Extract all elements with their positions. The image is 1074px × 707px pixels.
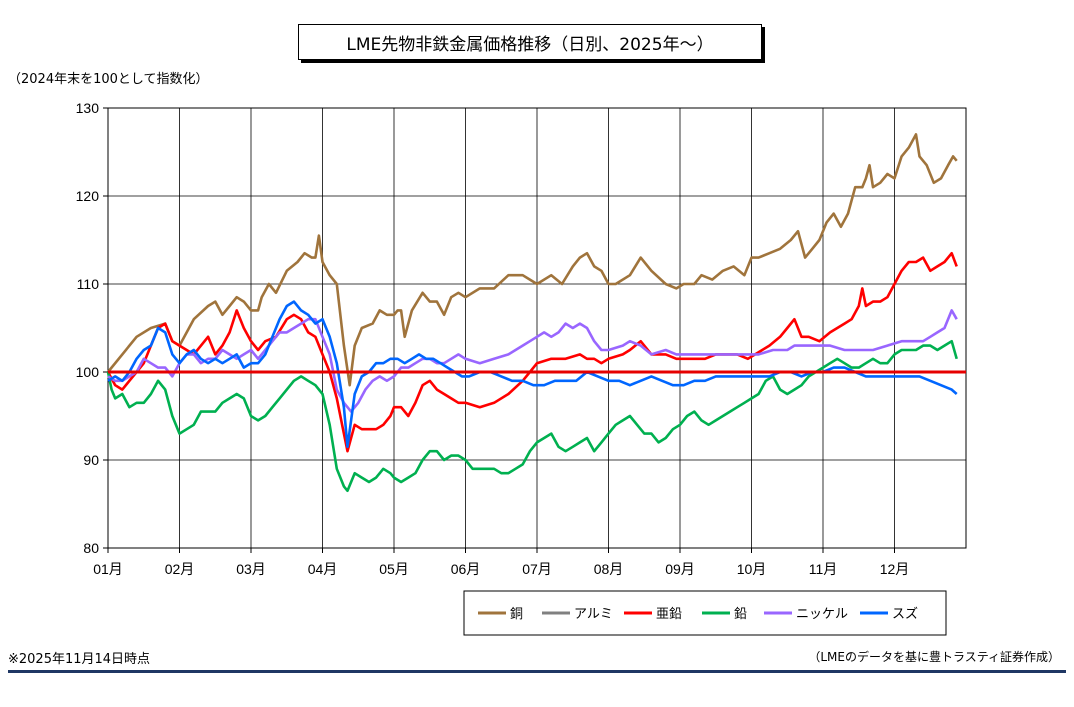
x-tick-label: 01月 <box>93 561 123 577</box>
x-tick-label: 08月 <box>594 561 624 577</box>
y-tick-labels: 80 90 100 110 120 130 <box>76 100 100 556</box>
legend-label: スズ <box>892 606 918 622</box>
x-tick-label: 06月 <box>451 561 481 577</box>
legend-label: 亜鉛 <box>656 607 682 622</box>
y-tick-label: 80 <box>83 540 99 556</box>
y-tick-label: 100 <box>76 364 100 380</box>
series-lines <box>106 133 958 493</box>
series-line-ニッケル <box>107 309 958 413</box>
series-line-鉛 <box>106 339 958 493</box>
x-tick-label: 02月 <box>165 561 195 577</box>
x-tick-label: 09月 <box>665 561 695 577</box>
x-tick-label: 04月 <box>308 561 338 577</box>
footnote-source: （LMEのデータを基に豊トラスティ証券作成） <box>808 650 1060 664</box>
x-tick-labels: 01月 02月 03月 04月 05月 06月 07月 08月 09月 10月 11月 12月 <box>93 561 909 577</box>
x-tick-label: 11月 <box>809 561 838 577</box>
x-tick-label: 03月 <box>236 561 266 577</box>
line-chart: 80 90 100 110 120 130 01月 02月 03月 04月 05月 06月 07月 08… <box>76 100 967 636</box>
y-tick-label: 130 <box>76 100 100 116</box>
x-tick-label: 12月 <box>880 561 910 577</box>
legend-label: 鉛 <box>734 607 747 622</box>
grid <box>103 107 967 553</box>
x-tick-label: 10月 <box>737 561 767 577</box>
bottom-rule <box>8 670 1066 673</box>
series-line-亜鉛 <box>106 251 958 453</box>
series-line-銅 <box>106 133 958 387</box>
y-axis-title: （2024年末を100として指数化） <box>8 72 209 87</box>
chart-title: LME先物非鉄金属価格推移（日別、2025年～） <box>298 24 762 60</box>
x-tick-label: 05月 <box>379 561 409 577</box>
footnote-date: ※2025年11月14日時点 <box>8 652 151 667</box>
legend-label: アルミ <box>574 607 613 622</box>
legend-label: ニッケル <box>796 607 848 622</box>
series-line-スズ <box>107 300 958 449</box>
x-tick-label: 07月 <box>522 561 552 577</box>
legend: 銅 アルミ 亜鉛 鉛 ニッケル スズ <box>463 590 947 636</box>
y-tick-label: 120 <box>76 188 100 204</box>
y-tick-label: 90 <box>83 452 99 468</box>
y-tick-label: 110 <box>77 276 100 292</box>
legend-label: 銅 <box>510 607 523 622</box>
